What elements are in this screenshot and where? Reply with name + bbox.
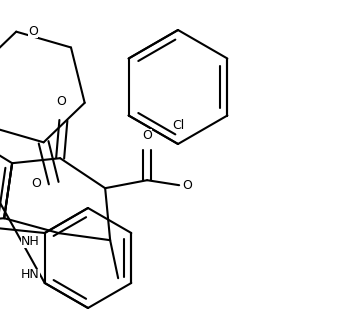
Text: O: O — [142, 129, 152, 142]
Text: NH: NH — [21, 234, 40, 247]
Text: HN: HN — [21, 269, 40, 282]
Text: Cl: Cl — [172, 119, 184, 132]
Text: O: O — [56, 95, 66, 108]
Text: O: O — [182, 179, 192, 192]
Text: O: O — [28, 25, 38, 38]
Text: O: O — [31, 177, 41, 190]
